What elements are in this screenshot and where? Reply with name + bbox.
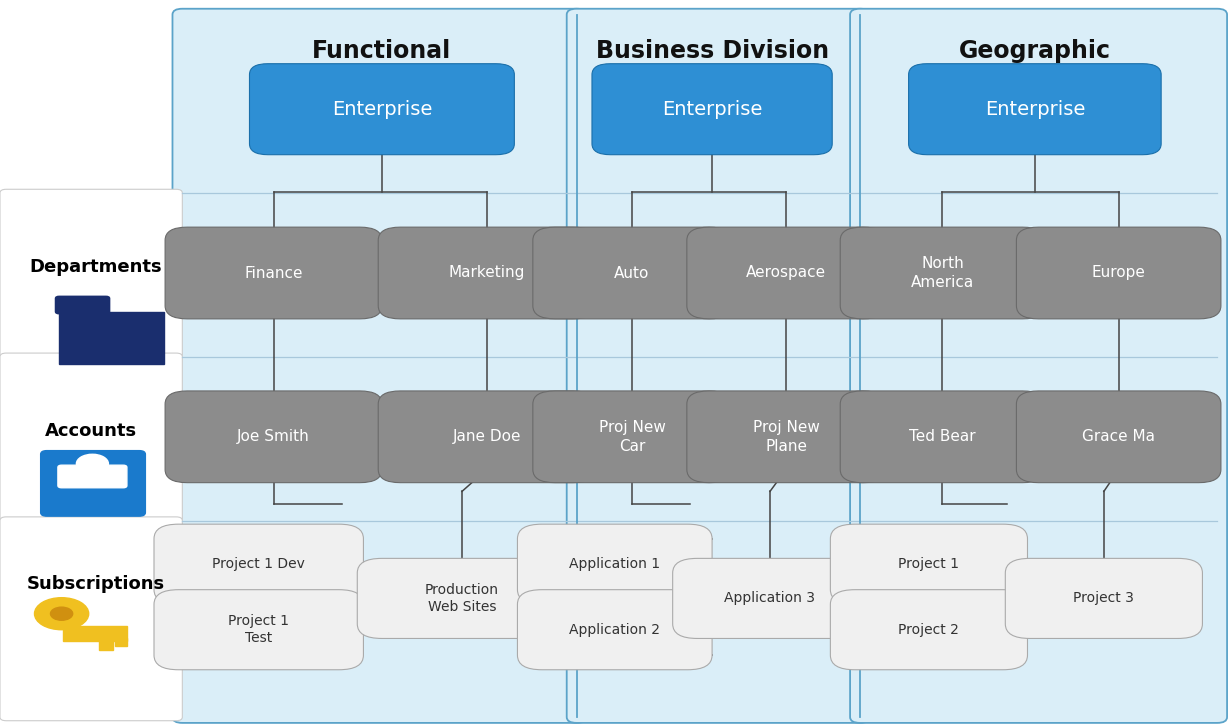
Text: Geographic: Geographic xyxy=(958,39,1111,63)
FancyBboxPatch shape xyxy=(378,391,595,483)
FancyBboxPatch shape xyxy=(115,638,127,646)
Text: Proj New
Plane: Proj New Plane xyxy=(753,420,819,454)
FancyBboxPatch shape xyxy=(63,626,127,641)
Text: Application 2: Application 2 xyxy=(569,622,660,637)
Text: Project 1: Project 1 xyxy=(898,557,960,571)
Text: Finance: Finance xyxy=(244,266,303,280)
Text: North
America: North America xyxy=(910,256,975,290)
FancyBboxPatch shape xyxy=(840,391,1045,483)
Text: Accounts: Accounts xyxy=(46,422,137,440)
Text: Project 3: Project 3 xyxy=(1073,591,1135,606)
Text: Aerospace: Aerospace xyxy=(745,266,827,280)
FancyBboxPatch shape xyxy=(172,9,586,723)
FancyBboxPatch shape xyxy=(673,558,867,638)
FancyBboxPatch shape xyxy=(908,64,1161,155)
FancyBboxPatch shape xyxy=(830,590,1027,670)
FancyBboxPatch shape xyxy=(154,590,363,670)
Text: Functional: Functional xyxy=(312,39,452,63)
Text: Project 2: Project 2 xyxy=(898,622,960,637)
FancyBboxPatch shape xyxy=(165,227,382,319)
FancyBboxPatch shape xyxy=(357,558,567,638)
FancyBboxPatch shape xyxy=(58,465,127,488)
Text: Grace Ma: Grace Ma xyxy=(1082,430,1156,444)
FancyBboxPatch shape xyxy=(687,391,885,483)
FancyBboxPatch shape xyxy=(533,391,732,483)
FancyBboxPatch shape xyxy=(0,353,182,524)
FancyBboxPatch shape xyxy=(517,590,712,670)
Text: Europe: Europe xyxy=(1092,266,1146,280)
FancyBboxPatch shape xyxy=(250,64,515,155)
FancyBboxPatch shape xyxy=(99,639,113,650)
Text: Enterprise: Enterprise xyxy=(331,100,432,119)
FancyBboxPatch shape xyxy=(687,227,885,319)
Text: Departments: Departments xyxy=(30,258,163,277)
FancyBboxPatch shape xyxy=(850,9,1227,723)
FancyBboxPatch shape xyxy=(533,227,732,319)
FancyBboxPatch shape xyxy=(378,227,595,319)
Text: Marketing: Marketing xyxy=(448,266,525,280)
FancyBboxPatch shape xyxy=(1016,391,1221,483)
Text: Jane Doe: Jane Doe xyxy=(452,430,521,444)
FancyBboxPatch shape xyxy=(41,451,145,516)
FancyBboxPatch shape xyxy=(1016,227,1221,319)
FancyBboxPatch shape xyxy=(517,524,712,604)
Text: Proj New
Car: Proj New Car xyxy=(599,420,665,454)
FancyBboxPatch shape xyxy=(840,227,1045,319)
Text: Project 1
Test: Project 1 Test xyxy=(228,614,290,645)
Text: Joe Smith: Joe Smith xyxy=(237,430,310,444)
Text: Ted Bear: Ted Bear xyxy=(909,430,976,444)
Text: Application 1: Application 1 xyxy=(569,557,660,571)
Text: Production
Web Sites: Production Web Sites xyxy=(425,583,499,614)
FancyBboxPatch shape xyxy=(0,517,182,721)
FancyBboxPatch shape xyxy=(1005,558,1202,638)
Text: Enterprise: Enterprise xyxy=(662,100,763,119)
Text: Subscriptions: Subscriptions xyxy=(27,575,165,593)
Text: Enterprise: Enterprise xyxy=(984,100,1085,119)
Text: Business Division: Business Division xyxy=(595,39,829,63)
FancyBboxPatch shape xyxy=(567,9,870,723)
FancyBboxPatch shape xyxy=(165,391,382,483)
FancyBboxPatch shape xyxy=(591,64,833,155)
FancyBboxPatch shape xyxy=(59,312,164,364)
FancyBboxPatch shape xyxy=(830,524,1027,604)
Circle shape xyxy=(76,454,108,473)
Text: Application 3: Application 3 xyxy=(724,591,816,606)
Text: Auto: Auto xyxy=(615,266,649,280)
Text: Project 1 Dev: Project 1 Dev xyxy=(212,557,306,571)
FancyBboxPatch shape xyxy=(55,296,110,314)
Circle shape xyxy=(34,598,89,630)
Circle shape xyxy=(51,607,73,620)
FancyBboxPatch shape xyxy=(154,524,363,604)
FancyBboxPatch shape xyxy=(0,189,182,360)
